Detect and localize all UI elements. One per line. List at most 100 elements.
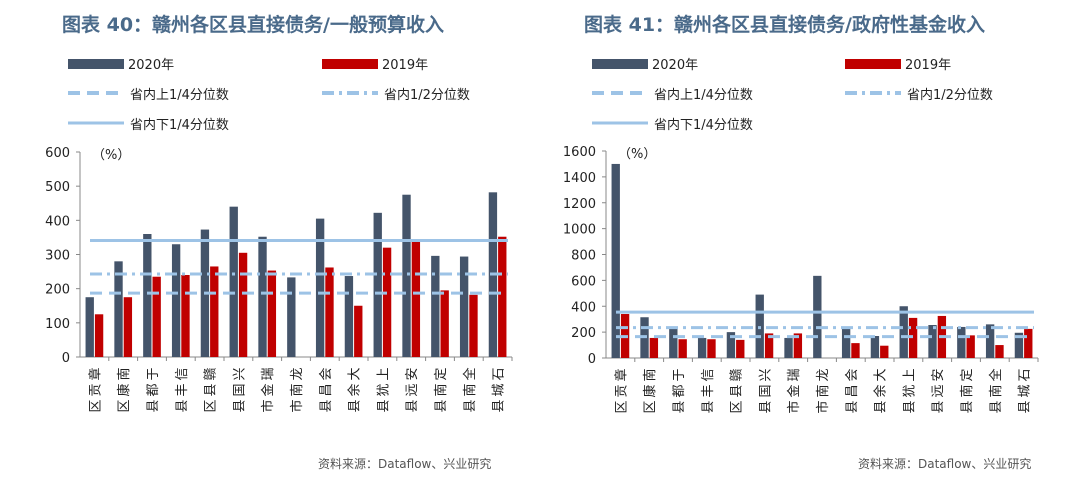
legend-swatch-upper-quartile bbox=[68, 91, 124, 95]
unit-label: （%） bbox=[618, 147, 656, 162]
source-note: 资料来源：Dataflow、兴业研究 bbox=[858, 457, 1032, 471]
x-tick-label: 县 bbox=[492, 399, 507, 412]
x-tick-label: 县 bbox=[701, 400, 716, 413]
x-tick-label: 金 bbox=[786, 384, 802, 397]
bar-2019 bbox=[908, 317, 918, 358]
y-tick-label: 800 bbox=[571, 249, 596, 264]
x-tick-label: 县 bbox=[931, 400, 946, 413]
x-tick-label: 县 bbox=[874, 400, 889, 413]
bar-2019 bbox=[411, 241, 421, 357]
x-tick-label: 赣 bbox=[204, 367, 219, 380]
chart-title: 图表 41：赣州各区县直接债务/政府性基金收入 bbox=[584, 14, 985, 36]
y-tick-label: 200 bbox=[45, 283, 70, 298]
bar-2020 bbox=[985, 324, 995, 358]
y-tick-label: 300 bbox=[45, 249, 70, 264]
y-tick-label: 400 bbox=[571, 300, 596, 315]
bar-2019 bbox=[469, 294, 478, 357]
bar-2019 bbox=[498, 236, 507, 357]
x-tick-label: 南 bbox=[959, 384, 975, 397]
x-tick-label: 都 bbox=[146, 383, 161, 396]
source-note: 资料来源：Dataflow、兴业研究 bbox=[318, 457, 492, 471]
x-tick-label: 县 bbox=[960, 400, 975, 413]
bar-2020 bbox=[373, 212, 382, 357]
legend-swatch-lower-quartile bbox=[592, 121, 648, 125]
x-tick-label: 南 bbox=[116, 367, 132, 380]
x-tick-label: 于 bbox=[672, 368, 687, 381]
y-tick-label: 0 bbox=[62, 351, 70, 366]
bar-2020 bbox=[431, 255, 440, 357]
x-tick-label: 远 bbox=[931, 384, 946, 397]
bar-2020 bbox=[870, 336, 880, 358]
bar-2020 bbox=[957, 326, 966, 358]
y-tick-label: 1600 bbox=[563, 145, 596, 160]
x-tick-label: 国 bbox=[232, 383, 247, 396]
bar-2019 bbox=[267, 270, 277, 357]
x-tick-label: 都 bbox=[672, 384, 687, 397]
bar-2020 bbox=[85, 297, 94, 357]
x-tick-label: 兴 bbox=[758, 368, 773, 381]
bar-2020 bbox=[697, 337, 707, 358]
legend-label-median: 省内1/2分位数 bbox=[907, 88, 993, 103]
x-tick-label: 信 bbox=[175, 367, 190, 380]
x-tick-label: 区 bbox=[643, 400, 658, 413]
y-tick-label: 600 bbox=[571, 274, 596, 289]
x-tick-label: 康 bbox=[642, 384, 658, 397]
x-tick-label: 康 bbox=[116, 383, 132, 396]
legend-swatch-2020 bbox=[68, 59, 124, 69]
bar-2020 bbox=[1014, 332, 1024, 358]
bar-2020 bbox=[899, 306, 908, 358]
bar-2020 bbox=[611, 163, 620, 358]
bar-2019 bbox=[94, 314, 104, 357]
y-tick-label: 1400 bbox=[563, 171, 596, 186]
x-tick-label: 南 bbox=[815, 384, 831, 397]
bar-2019 bbox=[793, 333, 803, 358]
x-tick-label: 大 bbox=[348, 367, 363, 380]
x-tick-label: 县 bbox=[405, 399, 420, 412]
x-tick-label: 昌 bbox=[319, 383, 334, 396]
x-tick-label: 县 bbox=[758, 400, 773, 413]
x-tick-label: 县 bbox=[989, 400, 1004, 413]
x-tick-label: 市 bbox=[786, 400, 802, 413]
y-tick-label: 500 bbox=[45, 180, 70, 195]
x-tick-label: 余 bbox=[347, 383, 363, 396]
legend-label-lower-quartile: 省内下1/4分位数 bbox=[130, 118, 229, 133]
bar-2020 bbox=[669, 328, 678, 358]
x-tick-label: 上 bbox=[902, 368, 917, 381]
x-tick-label: 区 bbox=[204, 399, 219, 412]
x-tick-label: 市 bbox=[289, 399, 305, 412]
legend-label-lower-quartile: 省内下1/4分位数 bbox=[654, 118, 753, 133]
bar-2019 bbox=[181, 275, 190, 357]
legend-swatch-2019 bbox=[322, 59, 378, 69]
y-tick-label: 1000 bbox=[563, 223, 596, 238]
bar-2019 bbox=[764, 333, 774, 358]
bar-2019 bbox=[210, 266, 219, 357]
chart-title: 图表 40：赣州各区县直接债务/一般预算收入 bbox=[62, 14, 444, 36]
x-tick-label: 区 bbox=[117, 399, 132, 412]
bar-2019 bbox=[966, 335, 975, 358]
x-tick-label: 丰 bbox=[701, 384, 716, 397]
x-tick-label: 县 bbox=[434, 399, 449, 412]
x-tick-label: 南 bbox=[289, 383, 305, 396]
bar-2020 bbox=[928, 325, 937, 358]
y-tick-label: 400 bbox=[45, 214, 70, 229]
x-tick-label: 大 bbox=[874, 368, 889, 381]
x-tick-label: 章 bbox=[87, 367, 103, 380]
y-tick-label: 0 bbox=[588, 352, 596, 367]
legend-swatch-lower-quartile bbox=[68, 121, 124, 125]
x-tick-label: 区 bbox=[614, 400, 629, 413]
bar-2020 bbox=[315, 218, 325, 357]
x-tick-label: 区 bbox=[730, 400, 745, 413]
x-tick-label: 南 bbox=[988, 384, 1004, 397]
x-tick-label: 县 bbox=[232, 399, 247, 412]
legend-label-upper-quartile: 省内上1/4分位数 bbox=[654, 88, 753, 103]
x-tick-label: 国 bbox=[758, 384, 773, 397]
y-tick-label: 1200 bbox=[563, 197, 596, 212]
x-tick-label: 县 bbox=[175, 399, 190, 412]
bar-2019 bbox=[678, 339, 687, 358]
bar-2020 bbox=[287, 277, 296, 357]
bar-2019 bbox=[382, 247, 392, 357]
bar-2019 bbox=[440, 290, 449, 357]
x-tick-label: 全 bbox=[988, 368, 1004, 381]
